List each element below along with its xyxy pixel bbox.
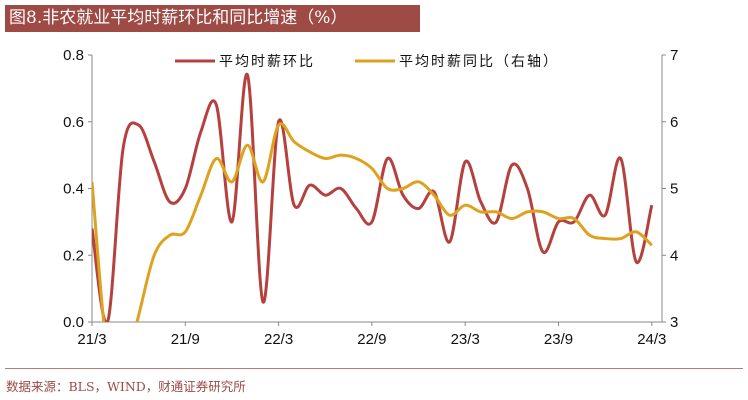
right-tick-label: 5 bbox=[670, 181, 678, 198]
footer-divider bbox=[5, 368, 743, 369]
left-tick-label: 0.8 bbox=[63, 47, 84, 64]
x-tick-label: 23/3 bbox=[451, 331, 480, 348]
right-tick-label: 6 bbox=[670, 114, 678, 131]
right-tick-label: 3 bbox=[670, 314, 678, 331]
x-tick-label: 23/9 bbox=[544, 331, 573, 348]
series-lines bbox=[92, 73, 654, 322]
legend: 平均时薪环比 平均时薪同比（右轴） bbox=[175, 54, 559, 70]
x-tick-label: 24/3 bbox=[637, 331, 666, 348]
right-tick-label: 4 bbox=[670, 247, 678, 264]
series-line-yoy bbox=[92, 122, 653, 322]
legend-label-yoy: 平均时薪同比（右轴） bbox=[399, 54, 559, 70]
left-tick-label: 0.4 bbox=[63, 181, 84, 198]
figure-title: 图8.非农就业平均时薪环比和同比增速（%） bbox=[5, 5, 420, 32]
x-tick-label: 21/3 bbox=[77, 331, 106, 348]
x-tick-label: 22/9 bbox=[357, 331, 386, 348]
series-line-mom bbox=[92, 73, 654, 322]
legend-label-mom: 平均时薪环比 bbox=[219, 54, 315, 70]
right-tick-label: 7 bbox=[670, 47, 678, 64]
left-tick-label: 0.2 bbox=[63, 247, 84, 264]
x-tick-label: 22/3 bbox=[264, 331, 293, 348]
source-note: 数据来源：BLS，WIND，财通证券研究所 bbox=[6, 379, 246, 394]
x-tick-label: 21/9 bbox=[171, 331, 200, 348]
left-tick-label: 0.6 bbox=[63, 114, 84, 131]
left-tick-label: 0.0 bbox=[63, 314, 84, 331]
